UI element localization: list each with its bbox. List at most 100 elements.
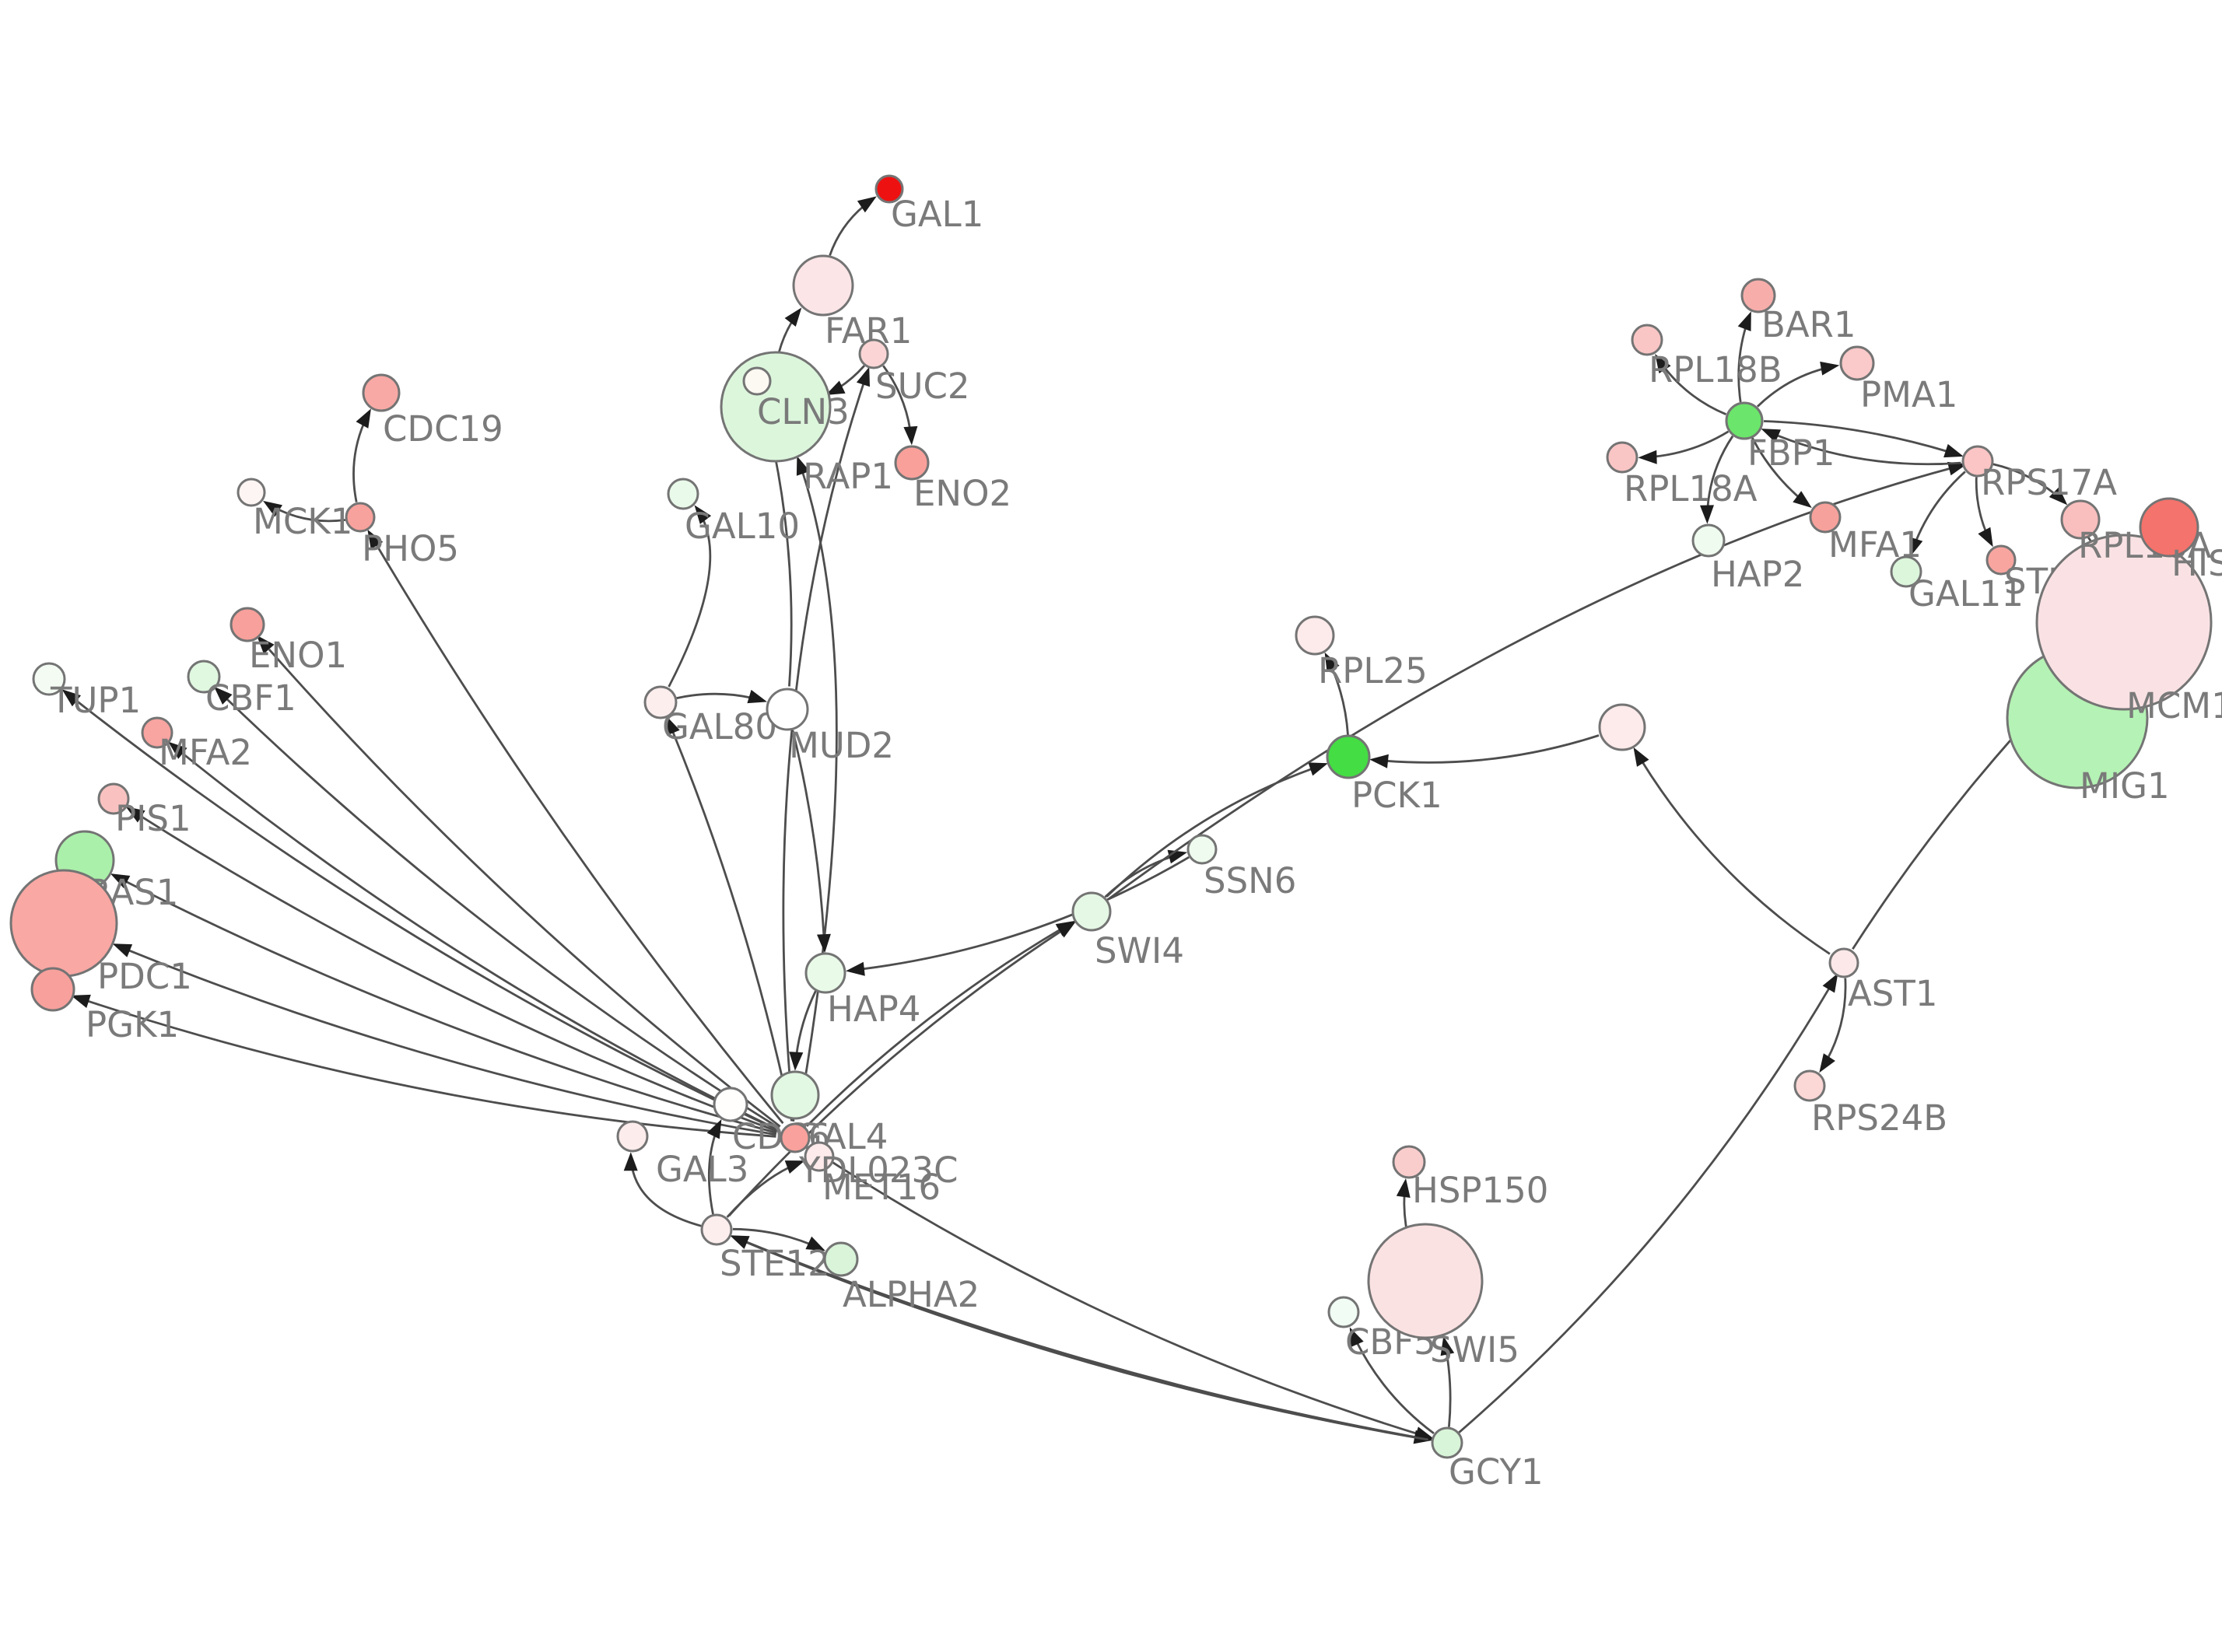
node-circle-GAL3[interactable] [616,1120,649,1153]
edge-GAL4-RAS1[interactable] [110,873,777,1134]
node-circle-GAL4[interactable] [780,1122,811,1153]
edge-SWI4-PCK1[interactable] [1106,762,1328,898]
arrowhead-icon [125,807,145,823]
node-circle-SUC2[interactable] [858,338,889,369]
edge-GAL4-ENO1[interactable] [256,635,781,1128]
edge-GAL4-GAL80[interactable] [666,716,793,1122]
edge-FBP1-BAR1[interactable] [1737,311,1751,403]
edge-STE12-SWI4[interactable] [727,921,1076,1217]
node-circle-MFA2[interactable] [141,716,173,749]
edge-GAL4-MFA2[interactable] [168,741,779,1131]
edge-SWI4-SSN6[interactable] [1104,849,1188,898]
edge-GAL4-PHO5[interactable] [367,529,784,1125]
edge-SUC2-CLN3[interactable] [825,365,865,395]
node-circle-RPS24B[interactable] [1793,1069,1826,1102]
node-circle-AST1[interactable] [1828,947,1859,978]
node-circle-HAP2[interactable] [1691,523,1726,558]
edge-GAL80-GAL10[interactable] [668,505,712,688]
edge-FBP1-PMA1[interactable] [1756,361,1840,408]
node-circle-CDC6[interactable] [713,1087,748,1122]
edge-STE12-YDL023C[interactable] [726,1160,805,1218]
edge-FAR1-GAL1[interactable] [829,196,877,256]
node-circle-MCK1[interactable] [237,478,266,507]
edge-PHO5-CDC19[interactable] [352,408,371,502]
node-circle-PGK1[interactable] [30,967,75,1012]
node-circle-RPS17A[interactable] [1961,445,1994,478]
node-circle-MCM1[interactable] [2035,534,2213,711]
edge-FBP1-MFA1[interactable] [1751,437,1812,508]
edge-GCY1-STE12[interactable] [730,1235,1428,1441]
node-circle-PHO5[interactable] [345,502,376,533]
edge-HAP4-NODE_A[interactable] [789,990,817,1071]
node-circle-ALPHA2[interactable] [823,1241,859,1277]
edge-MUD2-HAP4[interactable] [791,730,831,954]
edge-RPS17A-RPL16A[interactable] [1992,463,2068,506]
edge-STE12-GAL3[interactable] [623,1152,702,1227]
node-circle-RAP1[interactable] [742,366,772,396]
edge-GCY1-SWI5[interactable] [1440,1336,1455,1427]
node-circle-HIS4[interactable] [2139,497,2199,558]
node-circle-STE2[interactable] [1985,544,2017,576]
edge-RPS17A-GAL11[interactable] [1909,471,1966,557]
node-circle-TUP1[interactable] [32,662,66,696]
node-circle-NODE_A[interactable] [770,1070,820,1120]
arrowhead-icon [817,933,831,954]
node-circle-RPL16A[interactable] [2060,499,2101,540]
node-circle-PCK1[interactable] [1326,734,1371,779]
node-circle-NODE_B[interactable] [1598,703,1646,751]
node-circle-GAL10[interactable] [667,478,699,510]
edge-AST1-RPS24B[interactable] [1819,978,1847,1073]
edge-GAL4-CBF1[interactable] [214,686,780,1129]
node-circle-RPL25[interactable] [1295,615,1335,656]
edge-SUC2-ENO2[interactable] [882,365,918,446]
node-circle-MUD2[interactable] [766,688,809,731]
edge-GAL4-PIS1[interactable] [125,807,778,1132]
edge-STE12-CDC6[interactable] [706,1118,722,1215]
edge-GAL80-MUD2[interactable] [676,689,767,704]
node-circle-PIS1[interactable] [97,782,130,815]
edge-FBP1-RPL18B[interactable] [1655,354,1727,415]
node-circle-RPL18B[interactable] [1631,324,1663,356]
node-circle-CDC19[interactable] [362,373,401,412]
edge-STE12-ALPHA2[interactable] [732,1227,825,1251]
node-circle-SWI5[interactable] [1367,1223,1484,1339]
node-circle-GAL1[interactable] [874,174,904,204]
node-circle-GAL80[interactable] [643,685,678,719]
edge-PCK1-RPL25[interactable] [1324,652,1349,735]
node-circle-ENO2[interactable] [894,445,930,481]
edge-NODE_B-PCK1[interactable] [1369,734,1600,768]
edge-RPS17A-FBP1[interactable] [1761,429,1961,466]
edge-FBP1-HAP2[interactable] [1700,435,1734,524]
edge-FBP1-RPL18A[interactable] [1638,430,1730,464]
node-circle-YDL023C[interactable] [804,1141,835,1172]
node-circle-BAR1[interactable] [1740,278,1776,313]
edge-GAL4-PDC1[interactable] [112,943,776,1136]
edge-FBP1-RPS17A[interactable] [1763,420,1964,458]
edge-RPS17A-STE2[interactable] [1975,477,1993,548]
edge-GAL4-SUC2[interactable] [782,366,870,1122]
node-circle-RPL18A[interactable] [1606,441,1638,474]
edge-PHO5-MCK1[interactable] [263,500,345,523]
node-circle-HAP4[interactable] [804,952,846,994]
edge-GAL4-CLN3[interactable] [796,456,838,1119]
node-circle-SWI4[interactable] [1071,891,1112,932]
edge-CLN3-FAR1[interactable] [777,307,802,353]
edge-GCY1-CBF5[interactable] [1349,1327,1435,1435]
node-circle-PMA1[interactable] [1839,345,1875,381]
node-circle-CBF1[interactable] [187,660,221,694]
edge-AST1-NODE_B[interactable] [1633,747,1831,955]
node-circle-STE12[interactable] [700,1213,733,1246]
node-circle-GAL11[interactable] [1890,555,1922,588]
node-circle-FAR1[interactable] [792,254,854,317]
node-circle-SSN6[interactable] [1186,834,1218,865]
edge-SSN6-HAP4[interactable] [846,856,1190,976]
edge-GAL4-TUP1[interactable] [61,689,781,1132]
node-circle-HSP150[interactable] [1392,1145,1426,1179]
edge-GCY1-AST1[interactable] [1458,973,1838,1433]
node-circle-FBP1[interactable] [1725,401,1764,440]
node-circle-ENO1[interactable] [230,607,265,642]
node-circle-GCY1[interactable] [1431,1426,1463,1459]
edge-GAL4-PGK1[interactable] [71,994,776,1138]
node-circle-MFA1[interactable] [1809,501,1842,534]
node-circle-CBF5[interactable] [1327,1296,1360,1328]
